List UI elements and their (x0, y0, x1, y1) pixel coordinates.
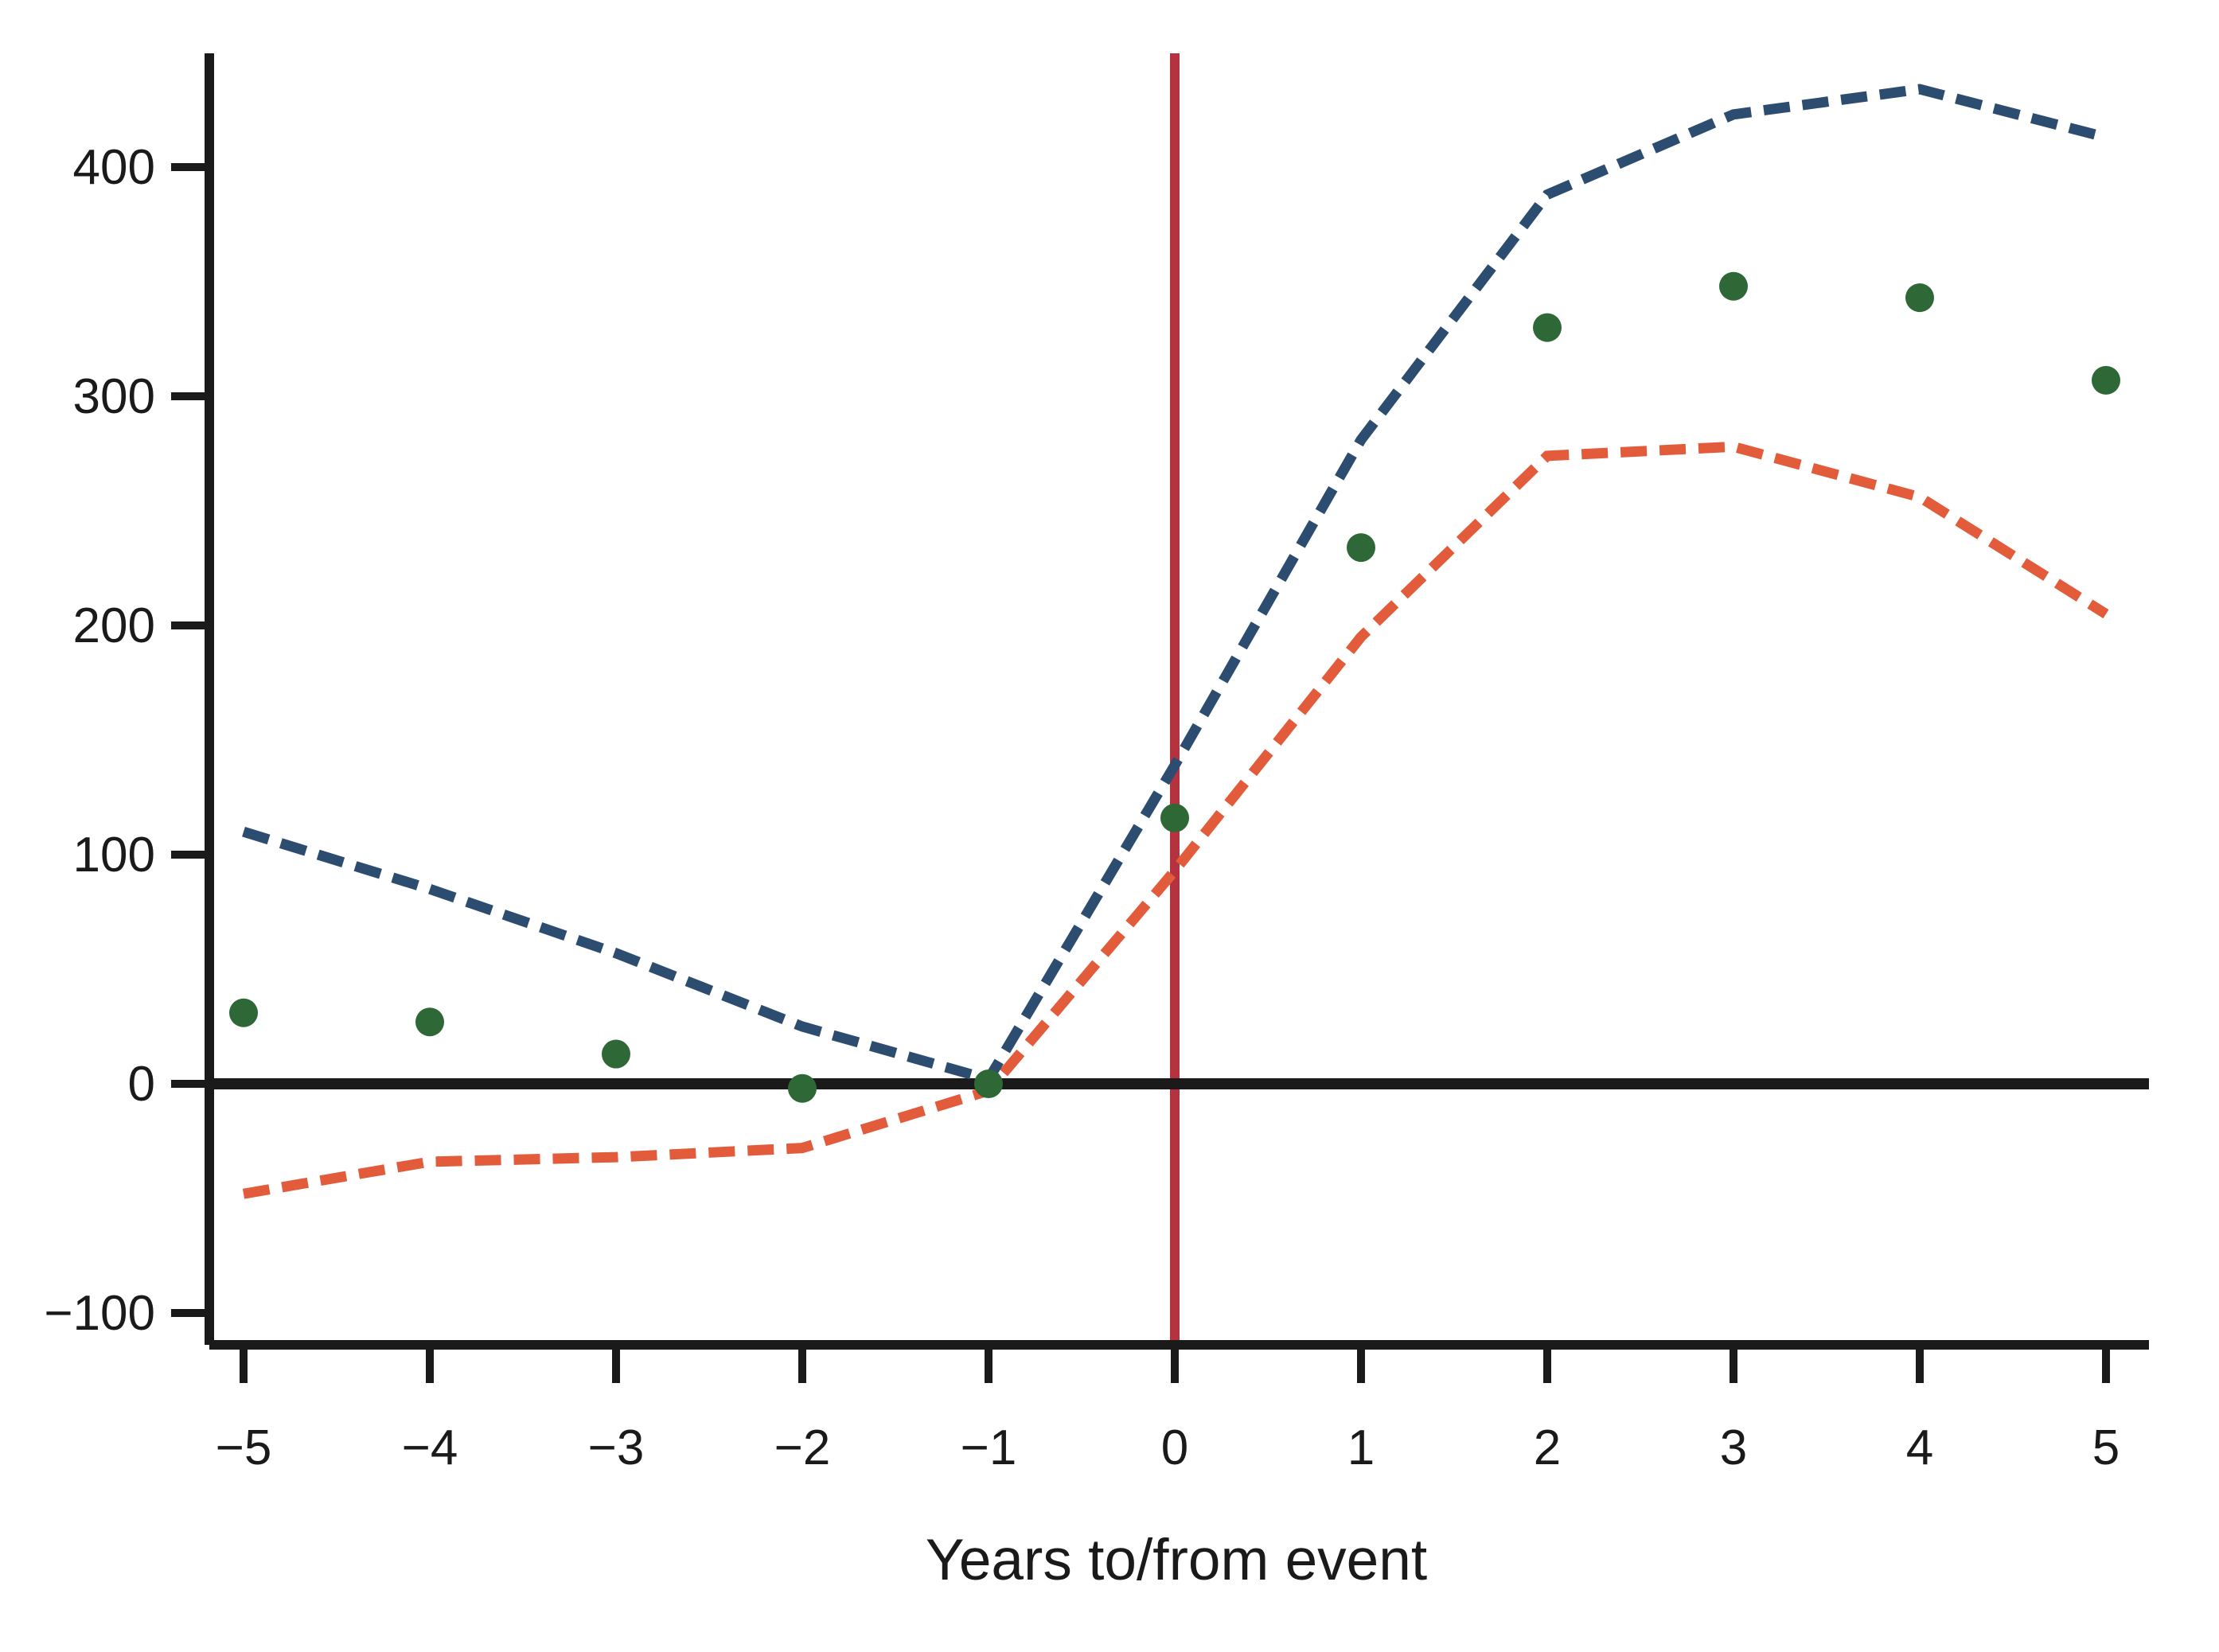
x-tick-label: 5 (2092, 1420, 2120, 1475)
axes-layer (205, 53, 2149, 1350)
reference-lines-layer (209, 53, 2149, 1345)
lower-dashed-band-line (242, 441, 2109, 1199)
x-tick-label: −1 (961, 1420, 1017, 1475)
scatter-point (602, 1039, 630, 1069)
x-axis-title: Years to/from event (926, 1528, 1427, 1592)
upper-dashed-band-line (242, 84, 2108, 1085)
scatter-point (1719, 271, 1748, 301)
scatter-point (1533, 313, 1562, 342)
x-tick-label: −4 (402, 1420, 458, 1475)
scatter-point (1905, 283, 1934, 313)
x-tick-label: 3 (1720, 1420, 1747, 1475)
scatter-point (788, 1073, 817, 1103)
y-tick-label: 300 (73, 369, 155, 424)
tick-labels-layer: −100 0 100 200 300 400 −5 −4 −3 −2 −1 0 1 2 3 4 5 (44, 140, 2120, 1475)
tick-marks-layer (171, 163, 2110, 1383)
y-tick-label: 200 (73, 598, 155, 653)
scatter-point (1160, 803, 1189, 832)
y-tick-label: 100 (73, 828, 155, 882)
scatter-point (415, 1007, 444, 1037)
y-tick-label: 0 (128, 1057, 155, 1112)
x-tick-label: −5 (216, 1420, 272, 1475)
x-tick-label: −2 (774, 1420, 831, 1475)
x-tick-label: 1 (1347, 1420, 1375, 1475)
scatter-point (229, 998, 258, 1027)
x-tick-label: 0 (1161, 1420, 1188, 1475)
x-tick-label: −3 (588, 1420, 645, 1475)
y-tick-label: −100 (44, 1286, 155, 1341)
scatter-point (2092, 365, 2120, 395)
band-lines-layer (242, 84, 2109, 1199)
x-tick-label: 2 (1534, 1420, 1561, 1475)
y-tick-label: 400 (73, 140, 155, 195)
scatter-point (1347, 533, 1375, 563)
scatter-point (974, 1070, 1003, 1098)
x-tick-label: 4 (1906, 1420, 1933, 1475)
scatter-points-layer (229, 271, 2120, 1103)
